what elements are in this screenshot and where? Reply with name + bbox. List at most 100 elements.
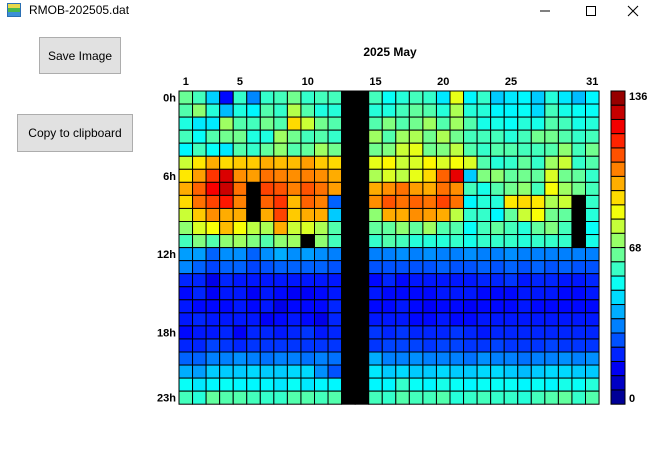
heatmap-cell <box>463 286 478 301</box>
heatmap-cell <box>341 129 356 144</box>
heatmap-cell <box>408 221 424 236</box>
heatmap-cell <box>544 181 559 196</box>
heatmap-cell <box>557 312 573 327</box>
close-button[interactable] <box>610 0 656 22</box>
heatmap-cell <box>354 299 370 314</box>
heatmap-cell <box>232 286 248 301</box>
heatmap-cell <box>205 142 221 157</box>
save-image-button[interactable]: Save Image <box>39 37 121 74</box>
heatmap-cell <box>205 351 221 366</box>
heatmap-cell <box>463 207 478 222</box>
heatmap-cell <box>544 364 559 379</box>
heatmap-cell <box>530 299 546 314</box>
heatmap-cell <box>192 234 207 249</box>
heatmap-cell <box>192 116 207 131</box>
heatmap-cell <box>517 207 532 222</box>
heatmap-cell <box>300 129 316 144</box>
heatmap-cell <box>463 234 478 249</box>
heatmap-cell <box>327 103 343 118</box>
heatmap-cell <box>530 260 546 275</box>
heatmap-cell <box>557 338 573 353</box>
heatmap-cell <box>219 90 234 105</box>
heatmap-cell <box>232 90 248 105</box>
heatmap-cell <box>354 90 370 105</box>
heatmap-cell <box>286 299 302 314</box>
heatmap-cell <box>219 168 234 183</box>
heatmap-cell <box>205 312 221 327</box>
heatmap-cell <box>463 260 478 275</box>
heatmap-cell <box>178 299 194 314</box>
heatmap-cell <box>381 103 397 118</box>
heatmap-cell <box>300 194 316 209</box>
heatmap-cell <box>314 103 329 118</box>
heatmap-cell <box>273 194 288 209</box>
heatmap-cell <box>246 325 261 340</box>
heatmap-cell <box>314 273 329 288</box>
heatmap-cell <box>341 194 356 209</box>
heatmap-cell <box>490 260 505 275</box>
colorbar-segment <box>610 275 626 291</box>
heatmap-cell <box>544 273 559 288</box>
heatmap-cell <box>490 351 505 366</box>
heatmap-cell <box>246 286 261 301</box>
heatmap-cell <box>246 299 261 314</box>
heatmap-cell <box>395 142 410 157</box>
heatmap-cell <box>476 325 492 340</box>
heatmap-cell <box>449 312 465 327</box>
heatmap-cell <box>557 260 573 275</box>
heatmap-cell <box>490 142 505 157</box>
heatmap-cell <box>246 168 261 183</box>
heatmap-cell <box>422 325 437 340</box>
heatmap-cell <box>192 390 207 405</box>
heatmap-cell <box>300 364 316 379</box>
heatmap-cell <box>341 312 356 327</box>
heatmap-cell <box>503 168 519 183</box>
heatmap-cell <box>259 338 275 353</box>
heatmap-cell <box>503 338 519 353</box>
heatmap-cell <box>192 325 207 340</box>
minimize-button[interactable] <box>522 0 568 22</box>
heatmap-cell <box>368 194 383 209</box>
heatmap-cell <box>314 116 329 131</box>
heatmap-cell <box>490 286 505 301</box>
colorbar-segment <box>610 261 626 277</box>
heatmap-cell <box>517 155 532 170</box>
heatmap-cell <box>259 260 275 275</box>
heatmap-cell <box>517 377 532 392</box>
heatmap-cell <box>408 168 424 183</box>
heatmap-cell <box>571 260 587 275</box>
heatmap-cell <box>395 351 410 366</box>
heatmap-cell <box>327 273 343 288</box>
heatmap-cell <box>192 260 207 275</box>
heatmap-cell <box>205 129 221 144</box>
heatmap-cell <box>314 168 329 183</box>
heatmap-cell <box>544 325 559 340</box>
heatmap-cell <box>192 221 207 236</box>
heatmap-cell <box>381 390 397 405</box>
heatmap-cell <box>273 312 288 327</box>
colorbar-segment <box>610 247 626 263</box>
copy-to-clipboard-button[interactable]: Copy to clipboard <box>17 114 133 152</box>
heatmap-cell <box>178 338 194 353</box>
colorbar-segment <box>610 304 626 320</box>
heatmap-cell <box>327 351 343 366</box>
heatmap-cell <box>422 116 437 131</box>
heatmap-cell <box>530 168 546 183</box>
heatmap-cell <box>192 90 207 105</box>
heatmap-cell <box>503 312 519 327</box>
heatmap-cell <box>585 234 600 249</box>
heatmap-cell <box>205 260 221 275</box>
heatmap-cell <box>395 247 410 262</box>
heatmap-cell <box>557 247 573 262</box>
heatmap-cell <box>503 207 519 222</box>
heatmap-cell <box>585 390 600 405</box>
heatmap-cell <box>557 168 573 183</box>
heatmap-cell <box>205 221 221 236</box>
heatmap-cell <box>259 286 275 301</box>
heatmap-cell <box>544 168 559 183</box>
heatmap-cell <box>178 234 194 249</box>
maximize-button[interactable] <box>568 0 614 22</box>
heatmap-cell <box>327 116 343 131</box>
heatmap-cell <box>381 234 397 249</box>
heatmap-cell <box>232 338 248 353</box>
